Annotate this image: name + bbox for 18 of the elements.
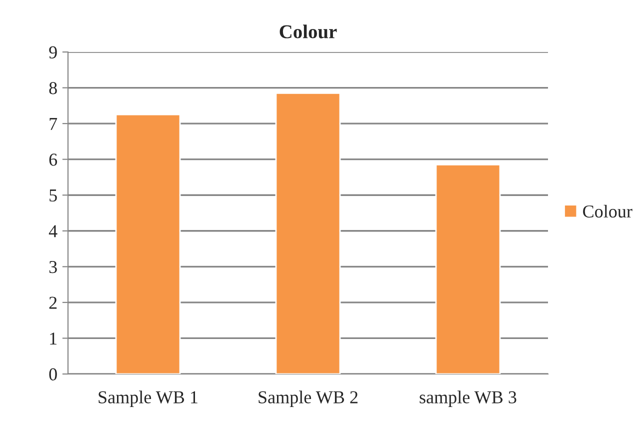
y-tick-label: 5 <box>50 190 57 202</box>
x-tick-label: Sample WB 2 <box>258 390 358 408</box>
y-tick-label: 9 <box>49 46 57 58</box>
x-tick-label: sample WB 3 <box>420 390 516 408</box>
bar <box>275 92 341 374</box>
y-tick-label: 1 <box>50 332 56 344</box>
y-tick-label: 8 <box>49 82 57 94</box>
y-tick-label: 0 <box>49 368 57 380</box>
chart-title: Colour <box>280 24 337 38</box>
bar <box>115 114 181 374</box>
y-tick-label: 4 <box>48 225 58 238</box>
y-tick-label: 6 <box>49 154 58 166</box>
bar <box>435 164 501 374</box>
y-tick-label: 3 <box>49 260 57 274</box>
x-tick-label: Sample WB 1 <box>98 390 198 408</box>
y-tick-label: 7 <box>50 118 58 130</box>
y-tick-label: 2 <box>49 296 57 309</box>
legend-label: Colour <box>583 204 632 218</box>
